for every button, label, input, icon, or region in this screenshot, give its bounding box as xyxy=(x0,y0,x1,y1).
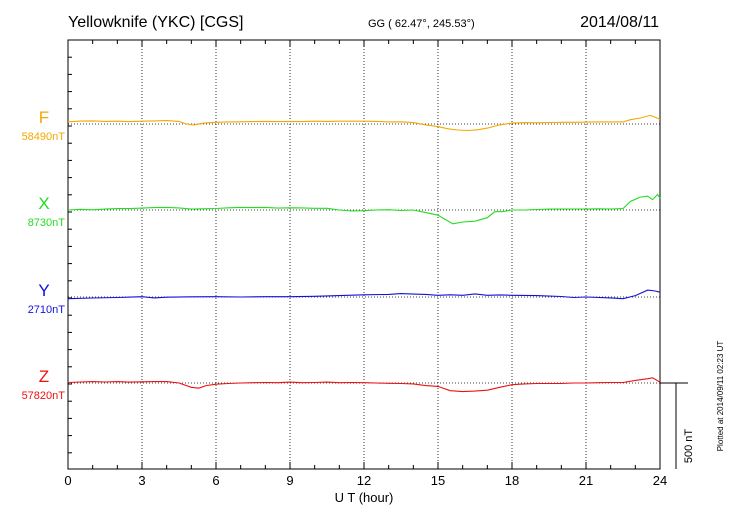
grid xyxy=(68,40,660,469)
plot-footer: Plotted at 2014/09/11 02:23 UT xyxy=(716,341,725,452)
x-axis-label: U T (hour) xyxy=(335,490,394,505)
series-line-y xyxy=(67,289,661,300)
series-line-f xyxy=(67,114,661,132)
x-tick-label: 21 xyxy=(579,473,593,488)
station-coords: GG ( 62.47°, 245.53°) xyxy=(368,18,475,30)
series-group xyxy=(67,114,661,393)
series-baseline-label-x: 8730nT xyxy=(28,217,66,229)
scale-bar-label: 500 nT xyxy=(683,429,695,464)
x-tick-label: 15 xyxy=(431,473,445,488)
x-tick-label: 12 xyxy=(357,473,371,488)
x-tick-label: 24 xyxy=(653,473,667,488)
series-name-z: Z xyxy=(39,367,49,386)
series-labels: F 58490nT X 8730nT Y 2710nT Z 57820nT xyxy=(22,108,66,402)
chart-date: 2014/08/11 xyxy=(580,14,659,31)
x-tick-label: 6 xyxy=(212,473,219,488)
series-name-f: F xyxy=(39,108,49,127)
series-name-x: X xyxy=(38,194,49,213)
plot-frame xyxy=(67,39,661,470)
chart-title: Yellowknife (YKC) [CGS] xyxy=(68,14,243,31)
x-ticks: 0 3 6 9 12 15 18 21 24 xyxy=(64,39,667,488)
series-name-y: Y xyxy=(38,281,49,300)
series-baseline-label-f: 58490nT xyxy=(22,131,66,143)
series-line-z xyxy=(67,377,661,393)
x-tick-label: 0 xyxy=(64,473,71,488)
series-line-x xyxy=(67,193,661,225)
x-tick-label: 18 xyxy=(505,473,519,488)
series-baseline-label-z: 57820nT xyxy=(22,390,66,402)
series-baseline-label-y: 2710nT xyxy=(28,304,66,316)
x-tick-label: 9 xyxy=(286,473,293,488)
x-tick-label: 3 xyxy=(138,473,145,488)
